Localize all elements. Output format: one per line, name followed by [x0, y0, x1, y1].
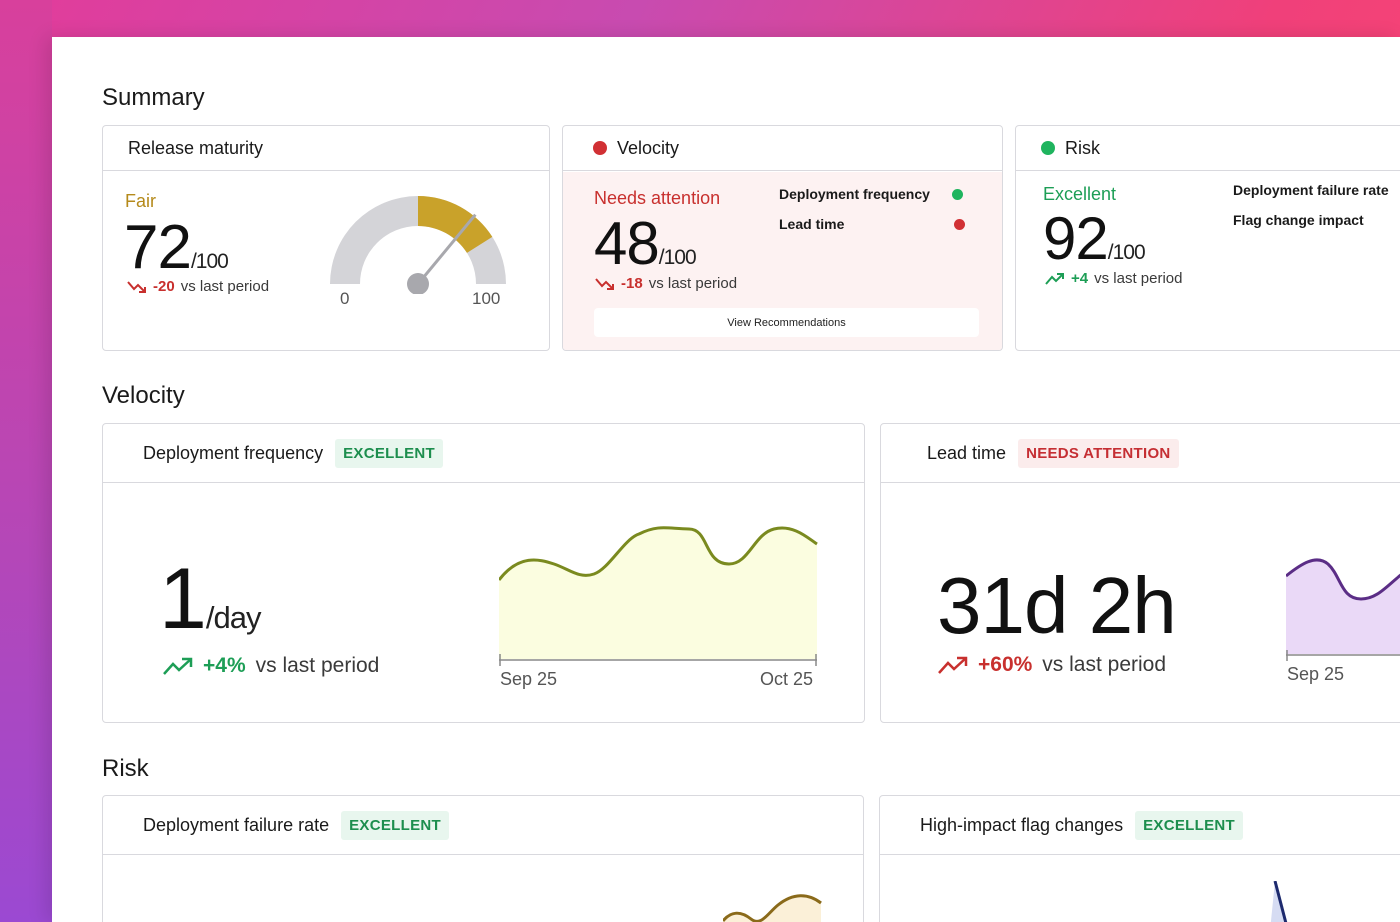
- flag-changes-line: [1273, 881, 1288, 922]
- release-delta-value: -20: [153, 278, 175, 295]
- lead-time-header: Lead time NEEDS ATTENTION: [881, 424, 1400, 483]
- risk-section-title: Risk: [102, 755, 149, 782]
- high-impact-flag-changes-header: High-impact flag changes EXCELLENT: [880, 796, 1400, 855]
- risk-status: Excellent: [1043, 184, 1117, 204]
- release-score-wrap: 72/100: [124, 212, 229, 283]
- lead-time-value: 31d 2h: [937, 561, 1177, 650]
- release-delta: -20 vs last period: [127, 278, 269, 295]
- gauge-value-arc: [418, 196, 493, 253]
- deployment-failure-rate-header: Deployment failure rate EXCELLENT: [103, 796, 863, 855]
- release-maturity-header: Release maturity: [103, 126, 549, 171]
- deploy-freq-unit: /day: [205, 600, 262, 635]
- gauge-needle: [416, 213, 477, 285]
- lead-time-badge: NEEDS ATTENTION: [1018, 438, 1179, 468]
- risk-summary-header: Risk: [1016, 126, 1400, 171]
- deployment-frequency-header: Deployment frequency EXCELLENT: [103, 424, 864, 483]
- release-maturity-card[interactable]: Release maturity Fair 72/100 -20 vs last…: [102, 125, 550, 351]
- deploy-freq-delta-suffix: vs last period: [255, 654, 380, 677]
- velocity-section-title: Velocity: [102, 382, 185, 409]
- release-status: Fair: [125, 191, 156, 211]
- risk-score: 92: [1043, 205, 1109, 272]
- velocity-summary-title: Velocity: [617, 137, 680, 158]
- velocity-delta-suffix: vs last period: [648, 275, 738, 292]
- status-dot-red: [593, 141, 607, 155]
- deployment-failure-rate-card[interactable]: Deployment failure rate EXCELLENT: [102, 795, 864, 922]
- high-impact-flag-changes-title: High-impact flag changes: [920, 814, 1124, 835]
- deploy-freq-status-dot: [952, 189, 963, 200]
- high-impact-flag-changes-card[interactable]: High-impact flag changes EXCELLENT: [879, 795, 1400, 922]
- trend-down-icon: [595, 277, 614, 290]
- gauge-hub: [407, 273, 429, 294]
- deploy-freq-x-end: Oct 25: [760, 669, 814, 689]
- velocity-summary-card[interactable]: Velocity Needs attention 48/100 -18 vs l…: [562, 125, 1003, 351]
- lead-time-x-start: Sep 25: [1287, 664, 1345, 684]
- high-impact-flag-changes-badge: EXCELLENT: [1135, 810, 1243, 840]
- trend-down-icon: [127, 280, 146, 293]
- velocity-delta-value: -18: [621, 275, 643, 292]
- deploy-freq-value-wrap: 1/day: [159, 556, 262, 642]
- release-score: 72: [124, 213, 192, 282]
- trend-up-icon: [938, 656, 968, 674]
- risk-metric-failure-rate[interactable]: Deployment failure rate: [1233, 182, 1389, 198]
- velocity-summary-header: Velocity: [563, 126, 1002, 171]
- risk-delta-suffix: vs last period: [1094, 270, 1183, 287]
- gauge-min-label: 0: [340, 289, 350, 308]
- velocity-delta: -18 vs last period: [595, 275, 737, 292]
- flag-changes-spike-chart: [1270, 881, 1288, 922]
- lead-time-delta-value: +60%: [978, 653, 1033, 676]
- deploy-freq-x-start: Sep 25: [500, 669, 558, 689]
- deploy-freq-line: [499, 526, 818, 581]
- release-delta-suffix: vs last period: [180, 278, 270, 295]
- deploy-freq-delta: +4% vs last period: [163, 654, 379, 678]
- velocity-score-of: /100: [658, 246, 697, 269]
- deployment-frequency-card[interactable]: Deployment frequency EXCELLENT 1/day +4%…: [102, 423, 865, 723]
- status-dot-green: [1041, 141, 1055, 155]
- background-left: [0, 0, 52, 922]
- velocity-metric-deploy-freq[interactable]: Deployment frequency: [779, 186, 930, 202]
- risk-score-of: /100: [1107, 241, 1146, 264]
- deployment-failure-rate-title: Deployment failure rate: [143, 814, 330, 835]
- release-score-of: /100: [190, 250, 229, 273]
- risk-summary-title: Risk: [1065, 137, 1100, 158]
- lead-time-status-dot: [954, 219, 965, 230]
- risk-score-wrap: 92/100: [1043, 204, 1146, 273]
- lead-time-title: Lead time: [927, 442, 1007, 463]
- lead-time-delta-suffix: vs last period: [1042, 653, 1167, 676]
- release-gauge: [330, 196, 506, 294]
- failure-rate-line: [723, 894, 822, 922]
- deployment-failure-rate-badge: EXCELLENT: [341, 810, 449, 840]
- lead-time-card[interactable]: Lead time NEEDS ATTENTION 31d 2h +60% vs…: [880, 423, 1400, 723]
- lead-time-line: [1286, 558, 1400, 601]
- gauge-max-label: 100: [472, 289, 501, 308]
- dashboard-panel: Summary Release maturity Fair 72/100 -20…: [52, 37, 1400, 922]
- lead-time-delta: +60% vs last period: [938, 653, 1166, 677]
- lead-time-area: [1286, 559, 1400, 654]
- failure-rate-area-chart: [723, 894, 822, 922]
- velocity-metric-lead-time[interactable]: Lead time: [779, 216, 845, 232]
- release-maturity-title: Release maturity: [128, 137, 264, 158]
- trend-up-icon: [1045, 272, 1064, 285]
- velocity-score: 48: [594, 210, 660, 277]
- failure-rate-area: [723, 895, 821, 922]
- trend-up-icon: [163, 657, 193, 675]
- deploy-freq-delta-value: +4%: [203, 654, 246, 677]
- deployment-frequency-title: Deployment frequency: [143, 442, 324, 463]
- risk-delta: +4 vs last period: [1045, 270, 1182, 287]
- risk-summary-card[interactable]: Risk Excellent 92/100 +4 vs last period …: [1015, 125, 1400, 351]
- risk-delta-value: +4: [1071, 270, 1089, 287]
- risk-metric-flag-impact[interactable]: Flag change impact: [1233, 212, 1364, 228]
- lead-time-area-chart: [1286, 558, 1400, 661]
- deploy-freq-value: 1: [159, 551, 207, 647]
- deploy-freq-area: [499, 527, 817, 659]
- view-recommendations-button[interactable]: View Recommendations: [594, 308, 979, 337]
- velocity-status: Needs attention: [594, 188, 721, 208]
- deployment-frequency-badge: EXCELLENT: [335, 438, 443, 468]
- velocity-score-wrap: 48/100: [594, 209, 697, 278]
- summary-title: Summary: [102, 84, 205, 111]
- deploy-freq-area-chart: [499, 526, 818, 666]
